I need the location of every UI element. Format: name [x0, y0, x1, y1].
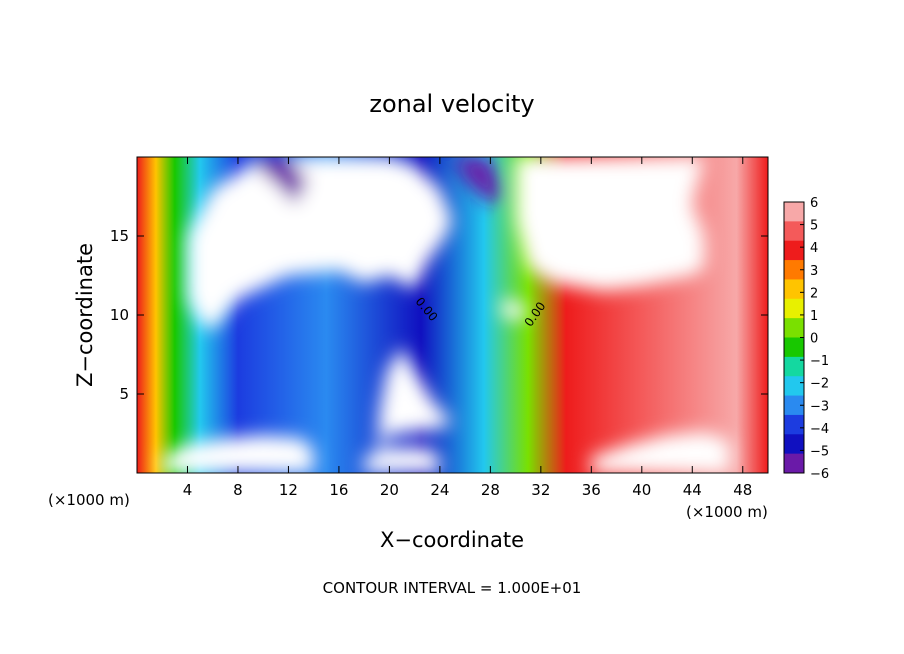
y-tick-label-15: 15 — [110, 227, 129, 245]
colorbar-swatch-8 — [784, 337, 804, 358]
colorbar-swatch-1 — [784, 202, 804, 222]
x-unit-label-left: (×1000 m) — [48, 491, 130, 509]
colorbar-label-3: 4 — [810, 241, 818, 256]
x-tick-label-32: 32 — [531, 481, 550, 499]
x-tick-label-28: 28 — [481, 481, 500, 499]
y-tick-label-10: 10 — [110, 306, 129, 324]
chart-title: zonal velocity — [369, 90, 534, 118]
colorbar-label-1: 6 — [810, 196, 818, 211]
colorbar-label-9: −2 — [810, 377, 829, 392]
colorbar-swatch-4 — [784, 260, 804, 280]
x-tick-label-16: 16 — [329, 481, 348, 499]
field-region-above-range-5 — [162, 435, 314, 473]
plot-area: 0.00 0.00 — [136, 156, 769, 474]
x-tick-label-36: 36 — [582, 481, 601, 499]
field-region-above-range-7 — [364, 447, 440, 473]
colorbar-label-2: 5 — [810, 219, 818, 234]
colorbar-label-7: 0 — [810, 332, 818, 347]
colorbar-swatch-9 — [784, 356, 804, 377]
x-tick-label-4: 4 — [183, 481, 193, 499]
field-region-above-range-2 — [515, 157, 705, 292]
colorbar-swatch-7 — [784, 318, 804, 338]
colorbar-swatch-3 — [784, 240, 804, 261]
colorbar-swatch-2 — [784, 221, 804, 242]
colorbar-label-4: 3 — [810, 264, 818, 279]
field-region-below-range-8 — [250, 157, 308, 205]
x-unit-label-right: (×1000 m) — [686, 503, 768, 521]
field-region-below-range-9 — [452, 157, 503, 205]
x-tick-label-12: 12 — [279, 481, 298, 499]
colorbar-label-11: −4 — [810, 422, 829, 437]
colorbar-swatch-6 — [784, 298, 804, 319]
y-tick-label-5: 5 — [119, 385, 129, 403]
colorbar-label-6: 1 — [810, 309, 818, 324]
field-region-above-range-6 — [591, 431, 731, 473]
colorbar-label-12: −5 — [810, 444, 829, 459]
x-tick-label-44: 44 — [683, 481, 702, 499]
x-tick-label-8: 8 — [233, 481, 243, 499]
colorbar-label-5: 2 — [810, 286, 818, 301]
x-axis: 4 8 12 16 20 24 28 32 36 40 44 48 — [183, 157, 752, 499]
contour-interval-note: CONTOUR INTERVAL = 1.000E+01 — [323, 579, 582, 597]
colorbar-swatch-13 — [784, 434, 804, 455]
colorbar-swatch-12 — [784, 414, 804, 435]
y-axis: 5 10 15 — [110, 227, 768, 403]
x-tick-label-48: 48 — [733, 481, 752, 499]
field-region-above-range-1 — [187, 157, 453, 331]
colorbar-label-13: −6 — [810, 467, 829, 482]
colorbar-swatch-11 — [784, 395, 804, 416]
x-tick-label-24: 24 — [430, 481, 449, 499]
colorbar-label-10: −3 — [810, 399, 829, 414]
colorbar-swatch-10 — [784, 376, 804, 397]
colorbar-swatch-5 — [784, 279, 804, 300]
x-axis-label: X−coordinate — [380, 528, 524, 552]
y-axis-label: Z−coordinate — [73, 243, 97, 387]
colorbar: 6 5 4 3 2 1 0 −1 −2 −3 −4 −5 −6 — [783, 196, 829, 482]
field-region-above-range-4 — [376, 346, 453, 458]
x-tick-label-40: 40 — [632, 481, 651, 499]
colorbar-swatch-14 — [784, 453, 804, 474]
field-region-above-range-3 — [500, 299, 529, 320]
x-tick-label-20: 20 — [380, 481, 399, 499]
colorbar-label-8: −1 — [810, 354, 829, 369]
